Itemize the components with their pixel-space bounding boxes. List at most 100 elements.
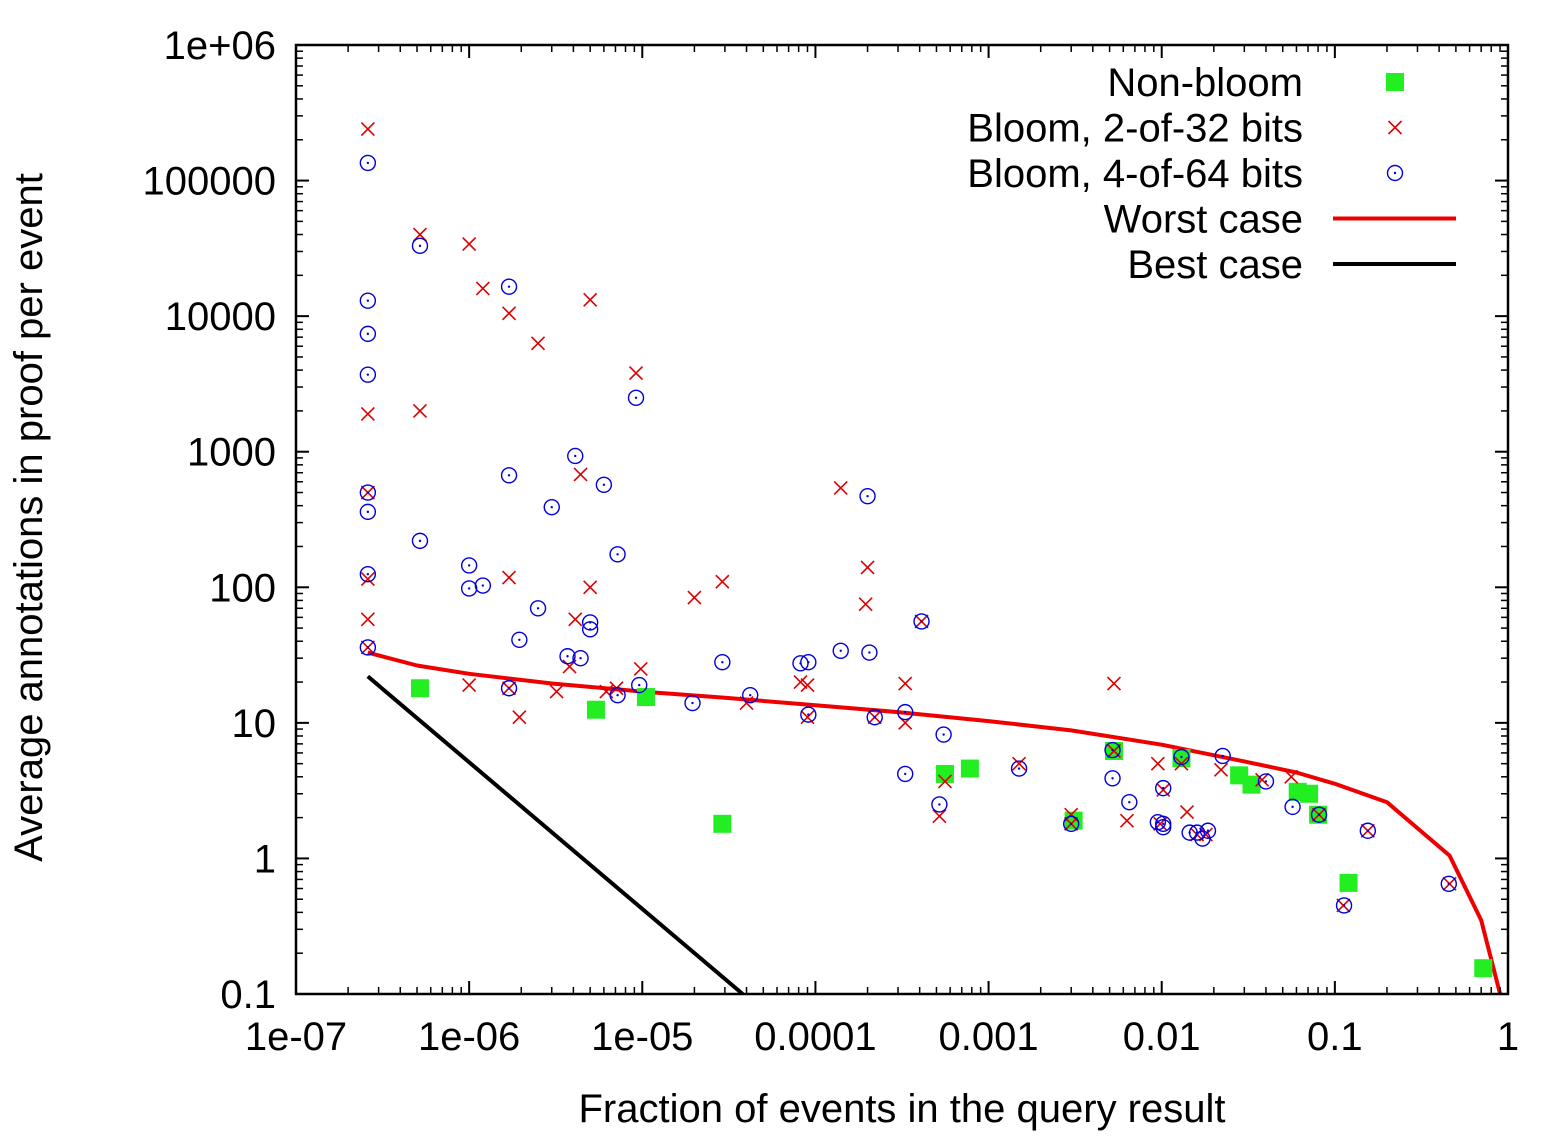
circle-marker-dot [1291,805,1294,809]
circle-marker-dot [366,161,370,165]
circle-marker-dot [536,607,540,610]
y-tick-label: 0.1 [220,973,276,1017]
circle-marker-ring [595,476,613,494]
circle-marker-dot [904,772,907,776]
plot-marks [359,121,1503,994]
circle-point [411,237,429,255]
circle-marker-ring [511,631,528,648]
circle-point [1155,818,1172,836]
circle-marker-dot [616,553,619,556]
circle-marker-ring [897,765,914,783]
y-tick-label: 1 [254,837,276,881]
circle-marker-ring [1155,779,1172,797]
circle-marker-ring [714,654,731,671]
circle-marker-dot [1393,171,1397,175]
worst-case-line [367,650,1503,994]
cross-point [932,809,947,824]
circle-marker-ring [1155,815,1172,833]
circle-point [559,648,576,665]
circle-marker-ring [609,546,626,563]
circle-marker-ring [1188,824,1206,841]
circle-marker-ring [1257,773,1275,790]
circle-marker-ring [859,487,876,505]
circle-point [359,503,377,521]
legend-circle-symbol [1386,164,1404,182]
circle-point [1104,741,1121,759]
cross-point [1119,813,1135,828]
circle-marker-dot [1017,767,1021,770]
circle-marker-ring [800,654,817,671]
circle-marker-dot [418,244,422,248]
y-axis-label: Average annotations in proof per event [7,173,51,862]
circle-marker-ring [800,706,817,723]
cross-point [501,306,517,321]
circle-marker-dot [550,505,553,509]
cross-point [360,406,375,421]
circle-point [1199,822,1217,839]
circle-point [1335,897,1353,914]
circle-point [529,600,547,617]
cross-point [833,480,848,496]
circle-marker-ring [1104,770,1121,787]
circle-point [359,366,377,383]
series-3 [367,650,1503,994]
circle-marker-dot [366,491,370,494]
x-axis-label: Fraction of events in the query result [579,1087,1226,1131]
circle-point [897,703,914,721]
circle-marker-dot [579,656,582,660]
circle-marker-ring [1062,815,1080,833]
circle-marker-dot [807,661,810,664]
circle-marker-ring [913,613,930,630]
circle-marker-ring [581,621,599,638]
circle-marker-ring [1359,822,1377,839]
circle-marker-dot [1111,777,1114,780]
cross-point [475,281,490,296]
cross-point [937,774,953,789]
legend-label: Bloom, 2-of-32 bits [967,107,1303,151]
x-tick-label: 1e-07 [245,1015,347,1059]
square-point [1300,784,1319,803]
circle-marker-dot [481,584,485,587]
circle-marker-dot [866,494,869,498]
circle-marker-ring [935,726,952,743]
circle-marker-dot [1162,822,1165,826]
circle-point [543,498,560,516]
circle-point [411,532,429,550]
circle-point [1257,773,1275,790]
cross-point [462,678,477,693]
circle-point [1010,760,1028,777]
cross-point [1255,772,1270,787]
circle-point [1284,798,1301,816]
circle-marker-dot [1201,837,1204,840]
circle-marker-dot [839,649,842,653]
cross-point [633,661,648,676]
circle-marker-ring [1173,748,1190,766]
square-point [960,759,979,778]
circle-marker-ring [359,366,377,383]
cross-point [793,674,808,690]
circle-marker-ring [500,467,518,484]
circle-marker-dot [507,474,511,477]
circle-point [627,389,645,406]
cross-point [1284,769,1299,784]
circle-point [1104,770,1121,787]
circle-marker-ring [631,676,648,694]
circle-marker-dot [721,661,724,664]
cross-point [687,590,702,605]
circle-marker-ring [931,796,948,813]
circle-marker-ring [543,498,560,516]
circle-marker-ring [411,532,429,550]
x-tick-label: 0.001 [939,1015,1039,1059]
circle-point [631,676,648,694]
circle-point [500,467,518,484]
circle-point [1155,815,1172,833]
square-point [410,679,429,698]
circle-marker-dot [507,687,511,690]
legend-label: Worst case [1104,198,1303,242]
circle-marker-dot [938,803,941,806]
circle-marker-dot [1162,786,1165,790]
circle-marker-ring [359,325,377,343]
circle-marker-ring [359,292,377,309]
circle-point [866,709,883,726]
circle-marker-ring [741,686,759,704]
